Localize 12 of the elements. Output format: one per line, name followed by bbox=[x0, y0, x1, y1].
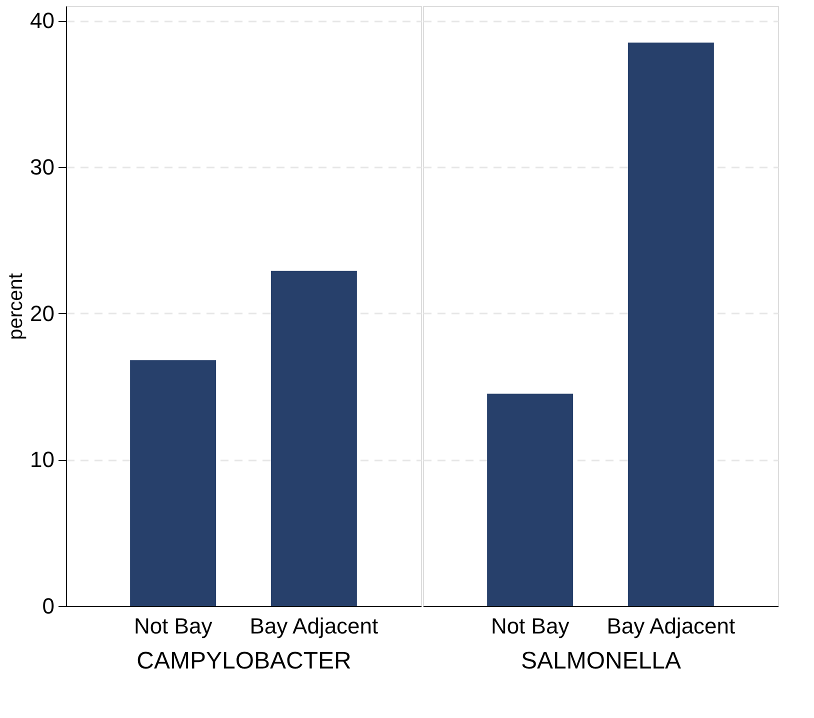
y-tick-label: 30 bbox=[30, 154, 54, 180]
y-axis-title: percent bbox=[5, 272, 28, 340]
y-tick-label: 0 bbox=[42, 594, 54, 618]
x-tick-label: Not Bay bbox=[490, 614, 570, 638]
x-tick-label: Bay Adjacent bbox=[250, 614, 378, 638]
x-axis-title: SALMONELLA bbox=[520, 648, 682, 674]
x-axis-title: CAMPYLOBACTER bbox=[136, 648, 352, 674]
y-tick-label: 20 bbox=[30, 300, 54, 326]
x-tick-label: Bay Adjacent bbox=[606, 614, 736, 638]
x-tick-label: Not Bay bbox=[134, 614, 212, 638]
y-tick-label: 10 bbox=[30, 447, 54, 472]
y-tick-label: 40 bbox=[30, 8, 54, 34]
